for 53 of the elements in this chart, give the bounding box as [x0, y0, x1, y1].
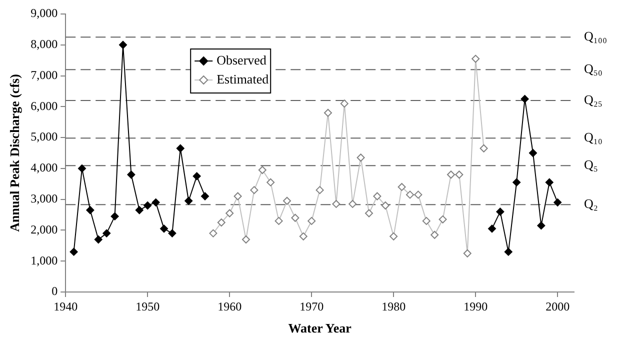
point	[102, 229, 111, 238]
point	[168, 229, 176, 238]
point	[529, 149, 537, 157]
y-tick-label: 9,000	[30, 6, 58, 20]
x-tick-label: 1960	[218, 299, 242, 314]
point	[78, 164, 86, 172]
x-axis-title: Water Year	[288, 320, 352, 336]
y-tick-label: 3,000	[30, 191, 58, 206]
point	[86, 206, 94, 214]
y-axis-title: Annual Peak Discharge (cfs)	[7, 74, 22, 232]
point	[94, 235, 102, 244]
point	[504, 248, 512, 256]
point	[144, 202, 152, 210]
ref-line-label: Q₁₀₀	[584, 28, 607, 44]
point	[496, 208, 504, 216]
ref-line-label: Q₅₀	[584, 61, 602, 76]
point	[184, 196, 193, 205]
legend-label: Observed	[216, 52, 267, 68]
y-tick-label: 6,000	[30, 98, 58, 113]
x-tick-label: 1990	[464, 299, 488, 314]
x-tick-label: 1940	[54, 299, 78, 314]
y-tick-label: 2,000	[30, 222, 58, 236]
ref-line-label: Q₅	[584, 157, 598, 172]
point	[512, 178, 521, 186]
point	[119, 40, 127, 49]
x-tick-label: 2000	[546, 299, 570, 314]
ref-line-label: Q₂	[584, 196, 598, 212]
point	[545, 178, 554, 186]
x-tick-label: 1970	[300, 299, 324, 314]
point	[110, 212, 119, 220]
legend-label: Estimated	[216, 71, 270, 86]
point	[135, 206, 144, 214]
point	[488, 224, 496, 233]
y-tick-label: 8,000	[30, 37, 58, 52]
point	[160, 224, 168, 233]
y-tick-label: 7,000	[30, 68, 58, 82]
point	[70, 248, 78, 256]
point	[127, 170, 136, 179]
point	[176, 144, 184, 152]
point	[192, 172, 201, 180]
y-tick-label: 1,000	[30, 253, 58, 268]
point	[554, 198, 562, 206]
x-tick-label: 1950	[136, 299, 160, 314]
point	[152, 198, 160, 206]
point	[537, 222, 546, 230]
y-tick-label: 4,000	[30, 160, 58, 175]
y-tick-label: 5,000	[30, 130, 58, 144]
x-tick-label: 1980	[382, 299, 406, 314]
point	[201, 192, 209, 200]
y-tick-label: 0	[52, 284, 58, 298]
ref-line-label: Q₁₀	[584, 130, 602, 145]
ref-line-label: Q₂₅	[584, 92, 602, 107]
point	[520, 94, 529, 103]
